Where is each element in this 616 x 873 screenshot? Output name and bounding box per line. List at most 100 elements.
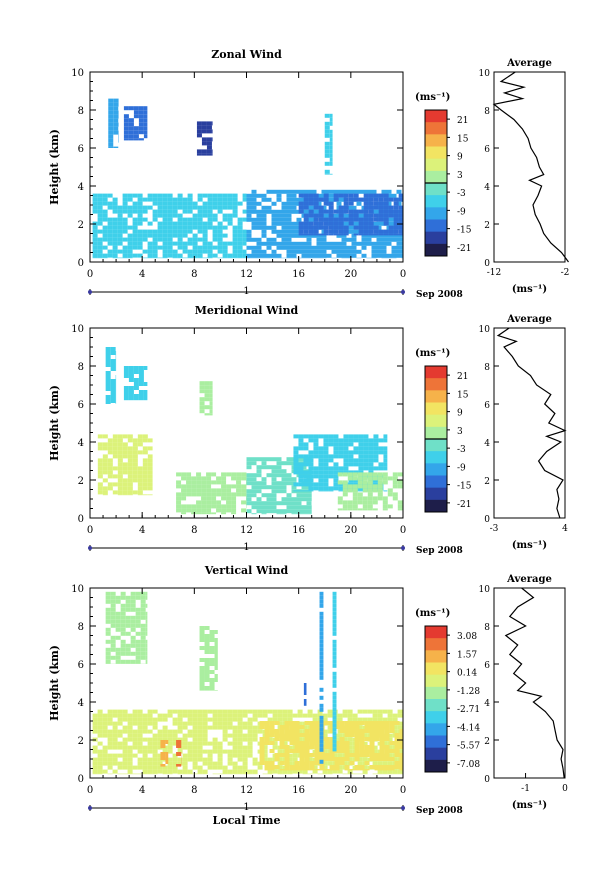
data-cell bbox=[276, 501, 282, 506]
data-cell bbox=[137, 761, 143, 766]
data-cell bbox=[105, 591, 111, 596]
data-cell bbox=[157, 229, 163, 234]
data-cell bbox=[187, 221, 193, 226]
data-cell bbox=[319, 723, 324, 728]
data-cell bbox=[122, 221, 128, 226]
data-cell bbox=[123, 134, 129, 139]
data-cell bbox=[117, 217, 123, 222]
data-cell bbox=[201, 137, 207, 142]
colorbar-segment bbox=[425, 686, 447, 700]
data-cell bbox=[147, 257, 153, 259]
data-cell bbox=[152, 197, 158, 202]
data-cell bbox=[271, 229, 277, 234]
data-cell bbox=[206, 492, 212, 497]
data-cell bbox=[346, 189, 352, 194]
data-cell bbox=[120, 615, 126, 620]
data-cell bbox=[272, 717, 278, 722]
panel-title: Vertical Wind bbox=[204, 564, 289, 577]
data-cell bbox=[167, 241, 173, 246]
data-cell bbox=[209, 646, 215, 650]
data-cell bbox=[152, 721, 158, 726]
data-cell bbox=[313, 434, 319, 439]
data-cell bbox=[232, 761, 238, 766]
data-cell bbox=[127, 745, 133, 750]
data-cell bbox=[332, 615, 337, 620]
data-cell bbox=[296, 197, 302, 202]
day-bar-marker-right bbox=[401, 546, 405, 550]
data-cell bbox=[393, 213, 399, 218]
data-cell bbox=[201, 121, 207, 126]
data-cell bbox=[177, 221, 183, 226]
data-cell bbox=[313, 438, 319, 443]
data-cell bbox=[196, 480, 202, 485]
data-cell bbox=[197, 249, 203, 254]
data-cell bbox=[97, 237, 103, 242]
data-cell bbox=[143, 122, 148, 127]
colorbar-tick-label: -2.71 bbox=[457, 705, 480, 715]
data-cell bbox=[341, 241, 347, 246]
data-cell bbox=[326, 245, 332, 250]
data-cell bbox=[363, 205, 369, 210]
data-cell bbox=[117, 249, 123, 254]
data-cell bbox=[191, 484, 197, 489]
data-cell bbox=[333, 434, 339, 439]
data-cell bbox=[353, 438, 359, 443]
data-cell bbox=[326, 193, 332, 198]
data-cell bbox=[107, 233, 113, 238]
data-cell bbox=[368, 466, 374, 471]
data-cell bbox=[97, 462, 103, 467]
data-cell bbox=[132, 490, 138, 495]
data-cell bbox=[362, 504, 368, 509]
data-cell bbox=[120, 623, 126, 628]
data-cell bbox=[110, 643, 116, 648]
data-cell bbox=[110, 395, 116, 399]
data-cell bbox=[343, 450, 349, 455]
data-cell bbox=[324, 121, 330, 126]
data-cell bbox=[112, 434, 118, 439]
data-cell bbox=[105, 347, 111, 351]
data-cell bbox=[113, 122, 119, 127]
data-cell bbox=[251, 205, 257, 210]
data-cell bbox=[133, 110, 139, 115]
x-tick-label: 0 bbox=[400, 269, 406, 280]
data-cell bbox=[276, 193, 282, 198]
data-cell bbox=[107, 753, 113, 758]
data-cell bbox=[212, 761, 218, 766]
data-cell bbox=[107, 733, 113, 738]
data-cell bbox=[207, 205, 213, 210]
data-cell bbox=[256, 457, 262, 462]
data-cell bbox=[379, 749, 385, 753]
data-cell bbox=[191, 504, 197, 509]
data-cell bbox=[117, 733, 123, 738]
data-cell bbox=[192, 725, 198, 730]
data-cell bbox=[387, 709, 393, 714]
data-cell bbox=[297, 709, 303, 714]
data-cell bbox=[176, 496, 182, 501]
data-cell bbox=[107, 466, 113, 471]
data-cell bbox=[251, 209, 257, 214]
data-cell bbox=[329, 141, 333, 146]
data-cell bbox=[187, 253, 193, 258]
data-cell bbox=[187, 741, 193, 746]
data-cell bbox=[384, 729, 390, 733]
data-cell bbox=[329, 745, 335, 749]
data-cell bbox=[182, 201, 188, 206]
data-cell bbox=[341, 245, 347, 250]
day-bar-marker-left bbox=[88, 546, 92, 550]
data-cell bbox=[192, 253, 198, 258]
data-cell bbox=[387, 713, 393, 718]
data-cell bbox=[393, 217, 399, 222]
data-cell bbox=[107, 446, 113, 451]
data-cell bbox=[110, 387, 116, 391]
data-cell bbox=[222, 725, 228, 730]
data-cell bbox=[322, 773, 328, 775]
data-cell bbox=[286, 205, 292, 210]
data-cell bbox=[192, 729, 198, 734]
data-cell bbox=[297, 721, 303, 726]
data-cell bbox=[251, 193, 257, 198]
data-cell bbox=[132, 721, 138, 726]
data-cell bbox=[92, 773, 98, 775]
data-cell bbox=[276, 461, 282, 466]
data-cell bbox=[202, 257, 208, 259]
data-cell bbox=[204, 690, 210, 691]
